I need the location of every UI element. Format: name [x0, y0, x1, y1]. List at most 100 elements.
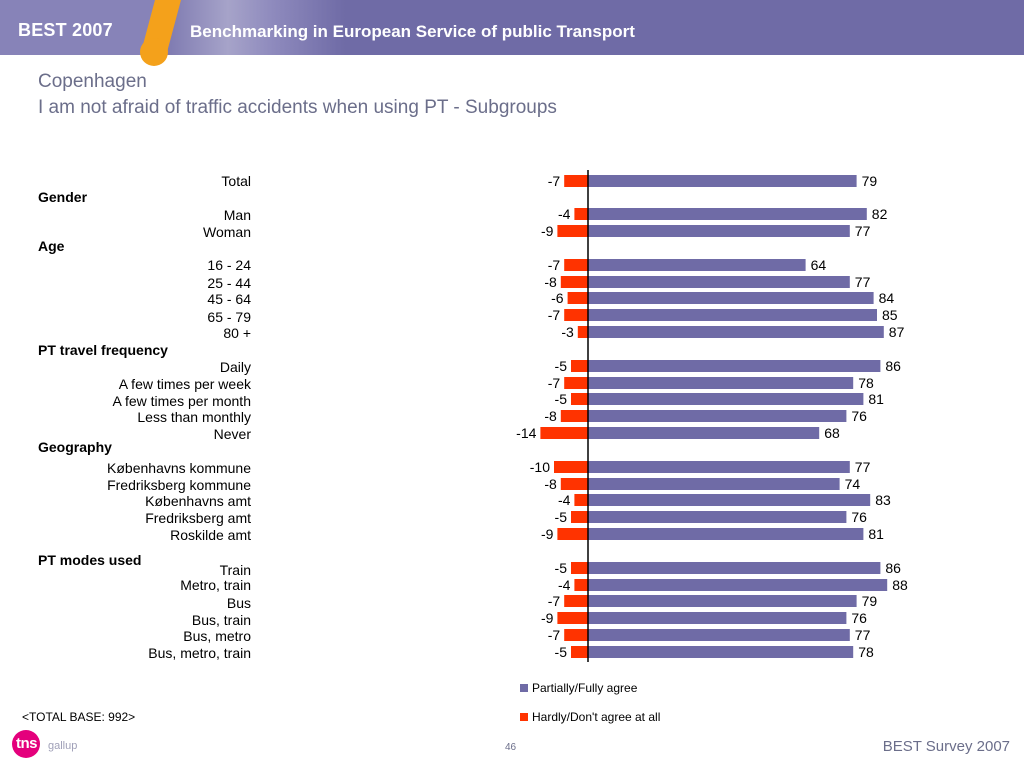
bar-agree [588, 461, 850, 473]
legend-item-agree: Partially/Fully agree [520, 681, 637, 695]
bar-agree [588, 478, 840, 490]
data-label-agree: 77 [855, 223, 871, 239]
data-label-disagree: -7 [548, 627, 561, 643]
data-label-agree: 76 [851, 509, 867, 525]
category-label: Fredriksberg amt [145, 510, 251, 526]
bar-agree [588, 326, 884, 338]
data-label-disagree: -4 [558, 577, 571, 593]
bar-agree [588, 175, 857, 187]
tns-logo-circle [12, 730, 40, 758]
legend-item-disagree: Hardly/Don't agree at all [520, 710, 660, 724]
bar-agree [588, 612, 847, 624]
data-label-disagree: -4 [558, 492, 571, 508]
bar-disagree [564, 175, 588, 187]
bar-disagree [577, 326, 588, 338]
data-label-disagree: -7 [548, 173, 561, 189]
data-label-agree: 86 [885, 560, 901, 576]
bar-agree [588, 646, 854, 658]
category-label: 16 - 24 [207, 257, 251, 273]
bar-disagree [557, 225, 588, 237]
bar-disagree [560, 478, 588, 490]
category-label: Fredriksberg kommune [107, 477, 251, 493]
bar-agree [588, 528, 864, 540]
data-label-agree: 87 [889, 324, 905, 340]
category-label: Daily [220, 359, 251, 375]
tns-logo-text: tns [16, 735, 38, 752]
data-label-agree: 76 [851, 610, 867, 626]
data-label-disagree: -7 [548, 307, 561, 323]
bar-agree [588, 427, 820, 439]
category-label: A few times per week [119, 376, 252, 392]
bar-disagree [554, 461, 588, 473]
data-label-disagree: -8 [544, 476, 557, 492]
category-label: Roskilde amt [170, 527, 251, 543]
legend-label-disagree: Hardly/Don't agree at all [532, 710, 661, 724]
category-label: Never [214, 426, 252, 442]
data-label-agree: 64 [811, 257, 827, 273]
category-label: 25 - 44 [207, 275, 251, 291]
category-label: 45 - 64 [207, 291, 251, 307]
bar-disagree [567, 292, 588, 304]
page-number: 46 [505, 742, 517, 753]
bar-disagree [571, 393, 588, 405]
data-label-disagree: -7 [548, 375, 561, 391]
data-label-agree: 79 [862, 593, 878, 609]
bar-agree [588, 393, 864, 405]
data-label-disagree: -6 [551, 290, 564, 306]
data-label-disagree: -9 [541, 526, 554, 542]
data-label-disagree: -5 [555, 358, 568, 374]
bar-disagree [564, 595, 588, 607]
category-label: Metro, train [180, 577, 251, 593]
group-header: Age [38, 238, 65, 254]
bar-disagree [557, 612, 588, 624]
category-label: A few times per month [112, 393, 251, 409]
bar-agree [588, 377, 854, 389]
group-header: Gender [38, 189, 88, 205]
legend-label-agree: Partially/Fully agree [532, 681, 638, 695]
bar-agree [588, 309, 877, 321]
data-label-disagree: -4 [558, 206, 571, 222]
category-label: Københavns amt [145, 493, 251, 509]
banner-photo [165, 0, 345, 55]
bar-disagree [560, 410, 588, 422]
data-label-disagree: -7 [548, 257, 561, 273]
data-label-disagree: -3 [561, 324, 574, 340]
data-label-agree: 81 [868, 391, 884, 407]
data-label-agree: 78 [858, 644, 874, 660]
data-label-agree: 88 [892, 577, 908, 593]
bar-agree [588, 410, 847, 422]
bar-agree [588, 292, 874, 304]
data-label-disagree: -5 [555, 644, 568, 660]
data-label-agree: 74 [845, 476, 861, 492]
category-label: Man [224, 207, 251, 223]
bar-disagree [571, 360, 588, 372]
data-label-disagree: -5 [555, 509, 568, 525]
group-header: Geography [38, 439, 112, 455]
bar-agree [588, 360, 881, 372]
bar-agree [588, 595, 857, 607]
banner-left-panel [0, 0, 165, 55]
category-label: Total [221, 173, 251, 189]
bar-disagree [571, 562, 588, 574]
bar-agree [588, 208, 867, 220]
total-base-note: <TOTAL BASE: 992> [22, 710, 136, 724]
group-header: PT modes used [38, 552, 141, 568]
data-label-disagree: -10 [530, 459, 550, 475]
banner-accent-dot [140, 38, 168, 66]
bar-disagree [574, 494, 588, 506]
data-label-agree: 79 [862, 173, 878, 189]
data-label-agree: 82 [872, 206, 888, 222]
bar-disagree [574, 208, 588, 220]
group-header: PT travel frequency [38, 342, 168, 358]
bar-disagree [571, 511, 588, 523]
data-label-agree: 84 [879, 290, 895, 306]
data-label-disagree: -9 [541, 223, 554, 239]
bar-agree [588, 276, 850, 288]
category-label: 65 - 79 [207, 309, 251, 325]
data-label-disagree: -5 [555, 391, 568, 407]
bar-disagree [571, 646, 588, 658]
category-label: Woman [203, 224, 251, 240]
category-label: 80 + [223, 325, 251, 341]
page-title: Copenhagen [38, 71, 147, 92]
